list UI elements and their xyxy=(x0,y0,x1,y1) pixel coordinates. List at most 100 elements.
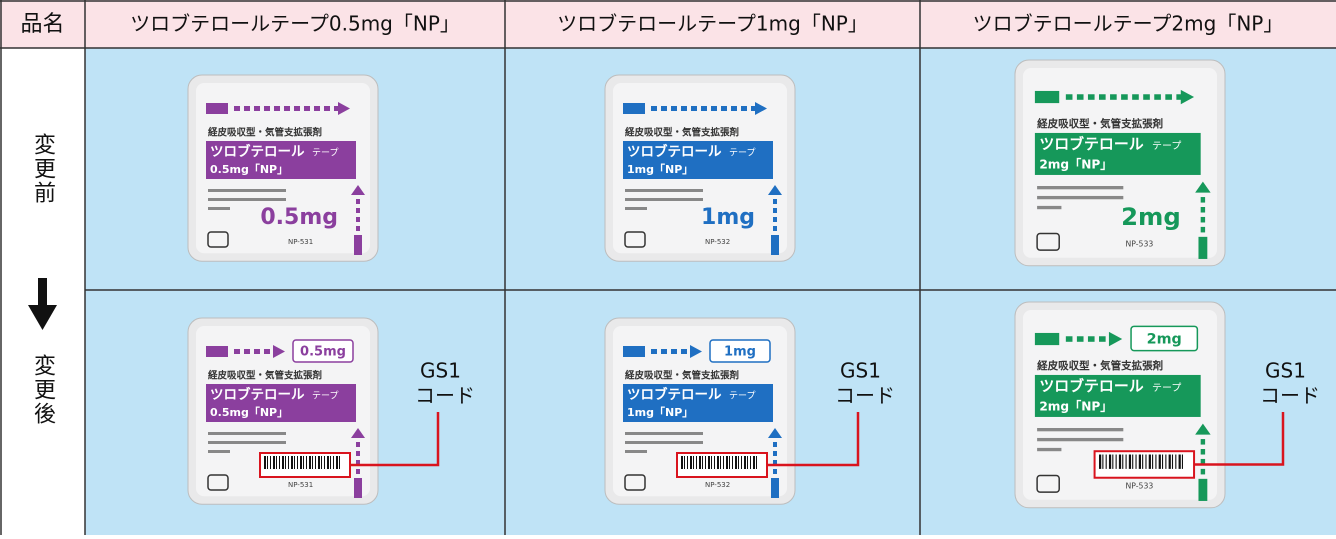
bar xyxy=(1168,454,1171,469)
bar xyxy=(696,456,697,469)
bar xyxy=(300,456,302,469)
name: ツロブテロール xyxy=(627,386,722,403)
bar xyxy=(750,456,751,469)
v-dash xyxy=(1200,226,1206,233)
up-arrow xyxy=(351,428,365,438)
bar xyxy=(1108,454,1112,469)
strength: 2mg「NP」 xyxy=(1039,399,1112,414)
bar xyxy=(690,456,692,469)
up-arrow xyxy=(1195,423,1211,435)
open-tab xyxy=(623,103,645,114)
arrow xyxy=(273,345,285,358)
dose: 1mg xyxy=(701,205,755,230)
dash xyxy=(1154,94,1161,100)
bar xyxy=(339,456,340,469)
dash xyxy=(681,349,687,354)
logo xyxy=(1036,232,1060,251)
fine-print xyxy=(625,450,647,453)
bar xyxy=(723,456,724,469)
fine-print xyxy=(625,432,703,435)
bar xyxy=(1152,454,1154,469)
dash xyxy=(304,106,310,111)
bar xyxy=(708,456,710,469)
name-suffix: テープ xyxy=(1152,382,1181,394)
bar xyxy=(291,456,293,469)
dash xyxy=(651,349,657,354)
dash xyxy=(1099,336,1106,342)
v-dash xyxy=(356,208,360,213)
bar xyxy=(315,456,316,469)
dash xyxy=(721,106,727,111)
fine-print xyxy=(208,198,286,201)
open-tab xyxy=(1034,90,1060,104)
gs1-label: GS1 xyxy=(420,359,461,383)
v-dash xyxy=(356,199,360,204)
v-dash xyxy=(1200,197,1206,203)
bar xyxy=(267,456,268,469)
dose-box-text: 0.5mg xyxy=(300,345,346,360)
open-tab xyxy=(206,346,228,357)
name-band xyxy=(206,141,356,179)
up-arrow xyxy=(768,185,782,195)
open-tab xyxy=(206,103,228,114)
up-arrow xyxy=(351,185,365,195)
bar xyxy=(753,456,755,469)
bar xyxy=(1181,454,1183,469)
fine-print xyxy=(1037,195,1124,200)
dose-box xyxy=(1130,325,1199,352)
dash xyxy=(1065,94,1073,100)
bar xyxy=(726,456,728,469)
gs1-label: コード xyxy=(1260,384,1320,408)
bar xyxy=(738,456,739,469)
header-cell: ツロブテロールテープ1mg「NP」 xyxy=(557,12,868,36)
arrow xyxy=(755,102,767,115)
bar xyxy=(741,456,742,469)
bar xyxy=(744,456,746,469)
bar xyxy=(1155,454,1157,469)
dose-box xyxy=(292,339,354,363)
bar xyxy=(705,456,706,469)
category: 経皮吸収型・気管支拡張剤 xyxy=(625,370,739,382)
logo xyxy=(624,231,646,248)
arrow xyxy=(338,102,350,115)
name-suffix: テープ xyxy=(729,391,755,402)
bar xyxy=(1105,454,1107,469)
dash xyxy=(284,106,290,111)
bar xyxy=(747,456,748,469)
v-dash xyxy=(773,469,777,474)
dash xyxy=(254,106,260,111)
dash xyxy=(701,106,707,111)
fine-print xyxy=(1037,437,1124,442)
bar xyxy=(699,456,701,469)
bar xyxy=(333,456,334,469)
dash xyxy=(1110,94,1117,100)
bar xyxy=(1118,454,1122,469)
side-tab xyxy=(1198,478,1208,501)
side-tab xyxy=(771,235,779,255)
bar xyxy=(312,456,313,469)
dash xyxy=(244,349,250,354)
row-label: 変更後 xyxy=(30,354,56,426)
v-dash xyxy=(773,451,777,456)
v-dash xyxy=(356,469,360,474)
name-suffix: テープ xyxy=(312,148,338,159)
dash xyxy=(1087,94,1095,100)
dash xyxy=(234,106,240,111)
bar xyxy=(714,456,715,469)
bar xyxy=(1099,454,1102,469)
v-dash xyxy=(1200,468,1206,475)
side-tab xyxy=(354,235,362,255)
dash xyxy=(1176,94,1183,100)
dash xyxy=(274,106,280,111)
bar xyxy=(702,456,703,469)
bar xyxy=(687,456,688,469)
dash xyxy=(294,106,300,111)
dash xyxy=(1065,336,1073,342)
fine-print xyxy=(625,441,703,444)
code: NP-533 xyxy=(1126,482,1154,491)
strength: 1mg「NP」 xyxy=(627,162,693,176)
